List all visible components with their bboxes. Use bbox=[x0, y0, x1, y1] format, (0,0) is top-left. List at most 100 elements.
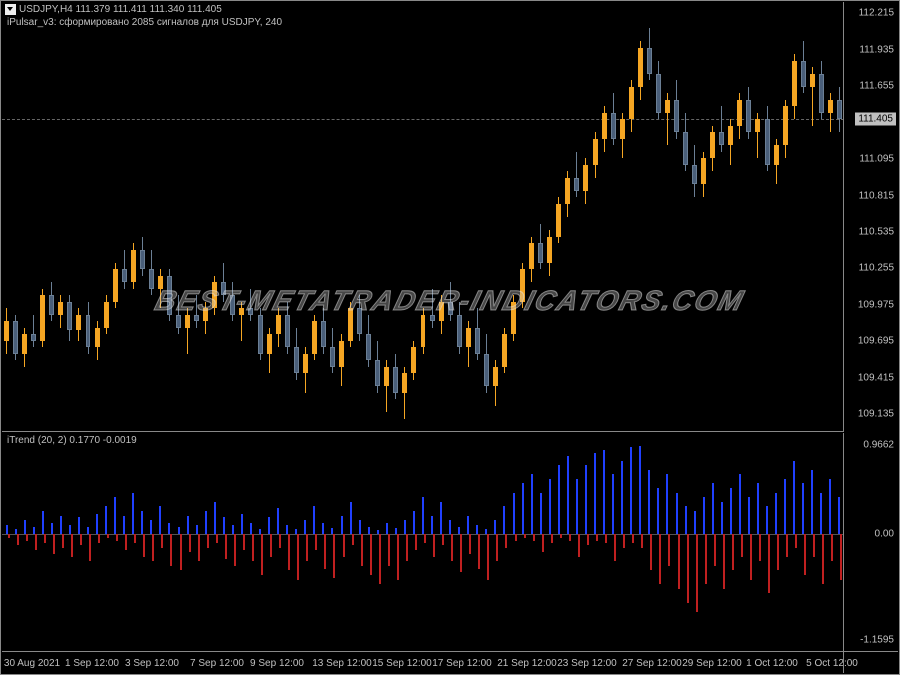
histogram-bar-neg bbox=[107, 534, 109, 539]
candle-body bbox=[421, 315, 426, 348]
histogram-bar-pos bbox=[277, 508, 279, 534]
histogram-bar-pos bbox=[748, 497, 750, 534]
histogram-bar-neg bbox=[515, 534, 517, 541]
histogram-bar-pos bbox=[386, 523, 388, 534]
histogram-bar-pos bbox=[784, 479, 786, 534]
histogram-bar-neg bbox=[822, 534, 824, 584]
candle-body bbox=[728, 126, 733, 146]
histogram-bar-pos bbox=[585, 465, 587, 534]
histogram-bar-neg bbox=[560, 534, 562, 539]
candle-body bbox=[86, 315, 91, 348]
histogram-bar-pos bbox=[51, 523, 53, 534]
histogram-bar-neg bbox=[705, 534, 707, 584]
histogram-bar-pos bbox=[549, 479, 551, 534]
candle-body bbox=[502, 334, 507, 367]
histogram-bar-neg bbox=[678, 534, 680, 589]
candle-body bbox=[466, 328, 471, 348]
candle-body bbox=[330, 347, 335, 367]
histogram-bar-pos bbox=[350, 502, 352, 534]
histogram-bar-neg bbox=[388, 534, 390, 566]
histogram-bar-neg bbox=[80, 534, 82, 545]
histogram-bar-pos bbox=[703, 497, 705, 534]
histogram-bar-neg bbox=[487, 534, 489, 580]
histogram-bar-neg bbox=[397, 534, 399, 580]
histogram-bar-neg bbox=[207, 534, 209, 548]
candle-body bbox=[819, 74, 824, 113]
price-tick-label: 109.975 bbox=[858, 299, 894, 310]
candle-body bbox=[810, 74, 815, 87]
candle-body bbox=[620, 119, 625, 139]
candle-body bbox=[439, 302, 444, 322]
histogram-bar-neg bbox=[786, 534, 788, 557]
histogram-bar-pos bbox=[250, 523, 252, 534]
current-price-line bbox=[2, 119, 844, 120]
histogram-bar-neg bbox=[143, 534, 145, 557]
histogram-bar-pos bbox=[449, 520, 451, 534]
histogram-bar-pos bbox=[114, 497, 116, 534]
histogram-bar-neg bbox=[442, 534, 444, 545]
candle-body bbox=[520, 269, 525, 302]
candle-body bbox=[321, 321, 326, 347]
histogram-bar-neg bbox=[170, 534, 172, 566]
candle-body bbox=[267, 334, 272, 354]
histogram-bar-pos bbox=[422, 497, 424, 534]
histogram-bar-neg bbox=[741, 534, 743, 557]
candle-wick bbox=[196, 295, 197, 328]
histogram-bar-neg bbox=[406, 534, 408, 562]
histogram-bar-pos bbox=[286, 525, 288, 534]
histogram-bar-neg bbox=[71, 534, 73, 557]
histogram-bar-pos bbox=[522, 483, 524, 533]
histogram-bar-neg bbox=[813, 534, 815, 557]
candle-wick bbox=[432, 289, 433, 328]
histogram-bar-pos bbox=[413, 511, 415, 534]
histogram-bar-neg bbox=[614, 534, 616, 562]
histogram-bar-pos bbox=[503, 506, 505, 534]
histogram-bar-pos bbox=[540, 493, 542, 534]
price-tick-label: 111.935 bbox=[859, 44, 894, 55]
time-tick-label: 21 Sep 12:00 bbox=[497, 658, 557, 669]
time-tick-label: 23 Sep 12:00 bbox=[557, 658, 617, 669]
histogram-bar-pos bbox=[341, 516, 343, 534]
histogram-bar-pos bbox=[368, 527, 370, 534]
candle-body bbox=[710, 132, 715, 158]
candle-body bbox=[737, 100, 742, 126]
histogram-bar-pos bbox=[775, 493, 777, 534]
candle-body bbox=[294, 347, 299, 373]
indicator-chart-area[interactable] bbox=[2, 433, 844, 653]
time-tick-label: 9 Sep 12:00 bbox=[250, 658, 304, 669]
histogram-bar-pos bbox=[313, 506, 315, 534]
histogram-bar-neg bbox=[343, 534, 345, 557]
time-tick-label: 1 Oct 12:00 bbox=[746, 658, 798, 669]
histogram-bar-neg bbox=[415, 534, 417, 551]
histogram-bar-pos bbox=[359, 520, 361, 534]
time-tick-label: 29 Sep 12:00 bbox=[682, 658, 742, 669]
price-chart-area[interactable] bbox=[2, 2, 844, 432]
histogram-bar-neg bbox=[804, 534, 806, 575]
candle-body bbox=[239, 308, 244, 315]
candle-body bbox=[475, 328, 480, 354]
histogram-bar-neg bbox=[641, 534, 643, 548]
candle-body bbox=[176, 315, 181, 328]
candle-body bbox=[665, 100, 670, 113]
histogram-bar-neg bbox=[732, 534, 734, 571]
candle-body bbox=[348, 308, 353, 341]
histogram-bar-neg bbox=[723, 534, 725, 589]
histogram-bar-neg bbox=[750, 534, 752, 580]
candle-body bbox=[131, 250, 136, 283]
histogram-bar-neg bbox=[596, 534, 598, 541]
candle-body bbox=[647, 48, 652, 74]
histogram-bar-pos bbox=[6, 525, 8, 534]
indicator-tick-label: 0.9662 bbox=[863, 440, 894, 451]
candle-body bbox=[493, 367, 498, 387]
candle-wick bbox=[250, 289, 251, 322]
histogram-bar-pos bbox=[69, 525, 71, 534]
price-tick-label: 111.655 bbox=[859, 81, 894, 92]
histogram-bar-neg bbox=[161, 534, 163, 548]
histogram-bar-pos bbox=[567, 456, 569, 534]
histogram-bar-pos bbox=[838, 497, 840, 534]
candle-body bbox=[393, 367, 398, 393]
histogram-bar-neg bbox=[180, 534, 182, 571]
histogram-bar-pos bbox=[666, 474, 668, 534]
histogram-bar-neg bbox=[306, 534, 308, 562]
histogram-bar-neg bbox=[831, 534, 833, 562]
